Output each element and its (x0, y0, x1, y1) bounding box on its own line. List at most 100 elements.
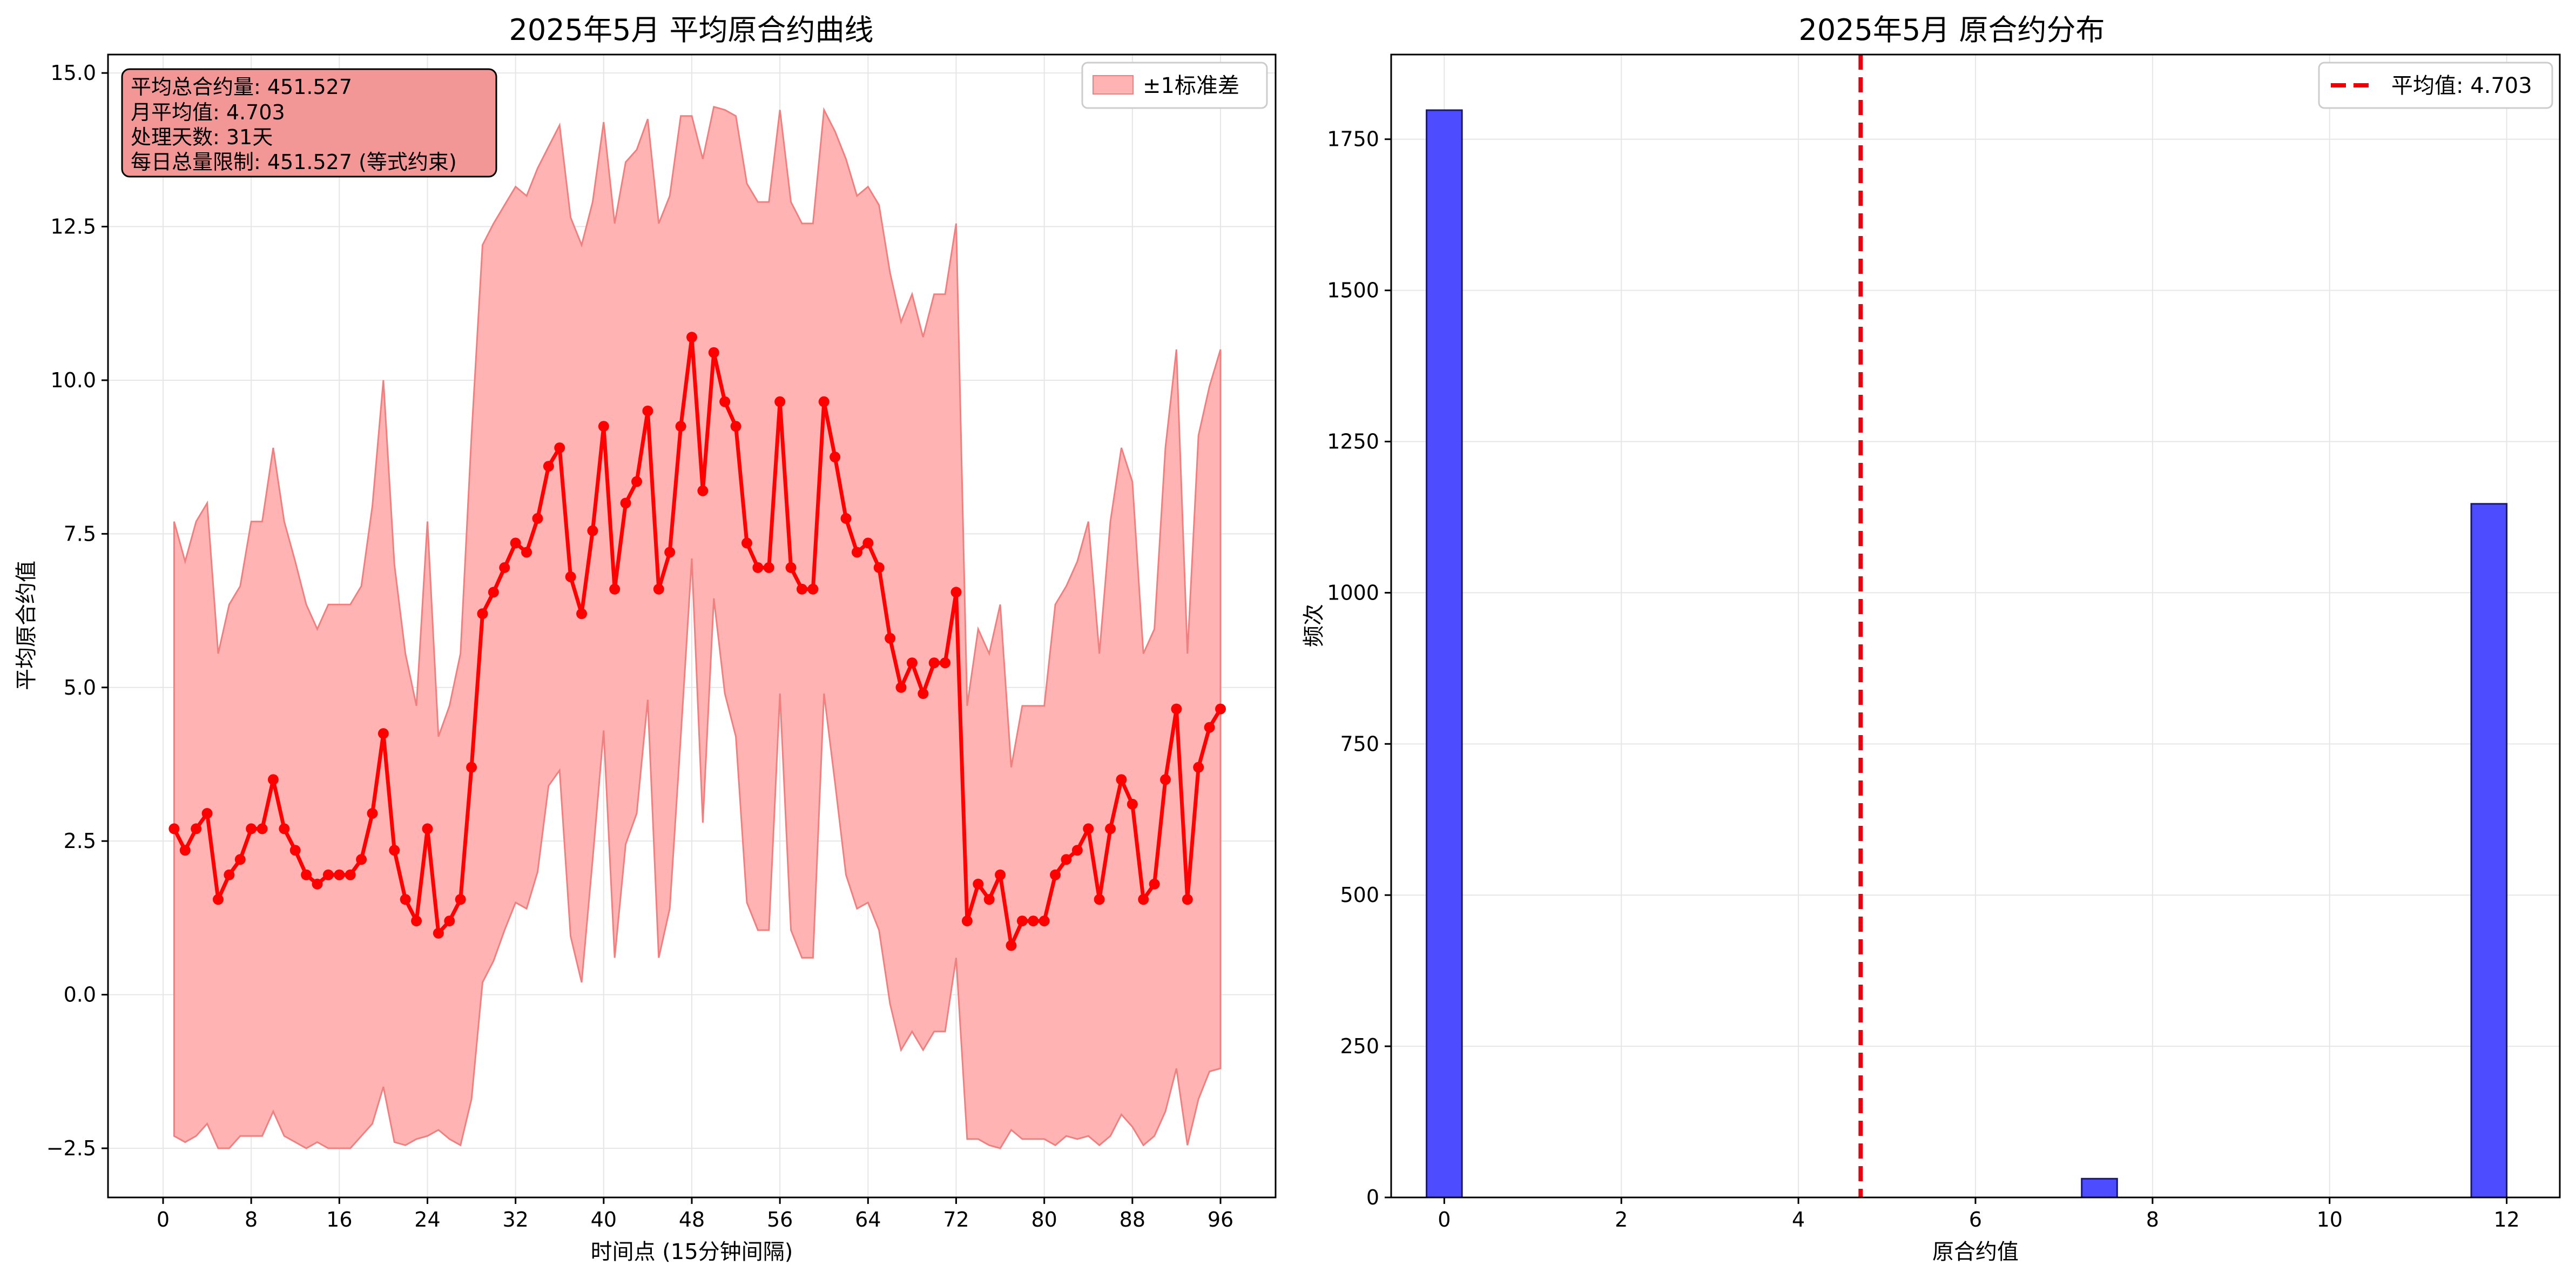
mean-point (752, 562, 764, 573)
x-tick-label: 4 (1792, 1208, 1805, 1231)
mean-point (1006, 940, 1017, 951)
y-tick-label: 10.0 (50, 368, 96, 392)
mean-point (267, 774, 279, 785)
mean-point (675, 421, 686, 432)
mean-point (631, 476, 643, 487)
y-tick-label: 1750 (1327, 127, 1379, 151)
mean-point (444, 916, 455, 927)
mean-point (763, 562, 774, 573)
line-chart-xlabel: 时间点 (15分钟间隔) (591, 1240, 793, 1264)
mean-point (201, 807, 213, 819)
mean-point (862, 537, 874, 549)
histogram-chart: 2025年5月 原合约分布 0 2 4 6 8 10 12 0 250 500 750 1000 12… (1302, 13, 2561, 1264)
y-tick-label: 12.5 (50, 215, 96, 239)
y-tick-label: 1250 (1327, 430, 1379, 454)
info-line-2: 月平均值: 4.703 (131, 100, 285, 124)
x-tick-label: 2 (1615, 1208, 1628, 1231)
mean-point (257, 823, 268, 834)
band-legend-swatch (1093, 75, 1134, 95)
mean-point (510, 537, 521, 549)
mean-point (697, 485, 709, 496)
histogram-bar (2470, 503, 2508, 1199)
x-tick-label: 24 (414, 1208, 440, 1231)
x-tick-label: 6 (1969, 1208, 1982, 1231)
mean-point (796, 583, 807, 595)
histogram-x-ticks: 0 2 4 6 8 10 12 (1438, 1197, 2520, 1231)
x-tick-label: 96 (1208, 1208, 1233, 1231)
mean-point (532, 513, 543, 524)
mean-point (885, 632, 896, 644)
mean-point (521, 547, 532, 558)
mean-point (1193, 762, 1204, 773)
mean-points (168, 332, 1226, 951)
mean-point (1094, 894, 1105, 905)
mean-point (191, 823, 202, 834)
mean-point (1061, 854, 1072, 865)
x-tick-label: 16 (326, 1208, 352, 1231)
y-tick-label: 15.0 (50, 61, 96, 85)
mean-point (785, 562, 797, 573)
mean-point (741, 537, 752, 549)
mean-point (576, 608, 588, 620)
mean-point (598, 421, 609, 432)
mean-point (719, 396, 731, 407)
mean-point (1127, 798, 1138, 810)
mean-point (377, 728, 389, 739)
mean-point (620, 497, 631, 509)
mean-point (477, 608, 488, 620)
mean-point (642, 405, 653, 416)
x-tick-label: 12 (2493, 1208, 2519, 1231)
x-tick-label: 32 (502, 1208, 528, 1231)
mean-point (587, 525, 598, 536)
x-tick-label: 56 (767, 1208, 793, 1231)
mean-point (1028, 916, 1039, 927)
mean-point (1149, 878, 1160, 890)
x-tick-label: 0 (1438, 1208, 1451, 1231)
mean-point (212, 894, 224, 905)
mean-point (818, 396, 830, 407)
y-tick-label: 0.0 (64, 983, 96, 1007)
mean-point (873, 562, 885, 573)
mean-point (961, 916, 973, 927)
mean-point (1215, 703, 1226, 715)
mean-point (400, 894, 411, 905)
line-chart: 2025年5月 平均原合约曲线 0 8 16 24 32 40 48 56 64 72 80 88 96… (14, 13, 1277, 1264)
mean-point (995, 869, 1006, 880)
x-tick-label: 0 (157, 1208, 170, 1231)
mean-point (455, 894, 466, 905)
mean-point (1050, 869, 1061, 880)
mean-point (422, 823, 433, 834)
mean-point (1083, 823, 1094, 834)
mean-point (807, 583, 819, 595)
mean-point (1160, 774, 1171, 785)
mean-point (840, 513, 852, 524)
mean-point (279, 823, 290, 834)
info-line-3: 处理天数: 31天 (131, 125, 273, 149)
histogram-bar (1426, 109, 1463, 1199)
mean-point (1116, 774, 1127, 785)
x-tick-label: 10 (2317, 1208, 2343, 1231)
mean-point (664, 547, 676, 558)
mean-point (168, 823, 180, 834)
x-tick-label: 48 (679, 1208, 705, 1231)
mean-point (906, 657, 918, 669)
mean-point (928, 657, 940, 669)
std-band (173, 105, 1222, 1149)
line-chart-legend: ±1标准差 (1081, 62, 1268, 109)
mean-point (895, 682, 907, 693)
mean-point (488, 587, 499, 598)
info-box: 平均总合约量: 451.527 月平均值: 4.703 处理天数: 31天 每日… (121, 68, 497, 178)
mean-point (774, 396, 786, 407)
x-tick-label: 40 (591, 1208, 617, 1231)
mean-point (983, 894, 995, 905)
mean-point (1105, 823, 1116, 834)
line-chart-title: 2025年5月 平均原合约曲线 (509, 13, 874, 47)
mean-point (433, 927, 444, 939)
line-chart-y-ticks: −2.5 0.0 2.5 5.0 7.5 10.0 12.5 15.0 (46, 61, 108, 1160)
mean-point (950, 587, 962, 598)
histogram-grid (1391, 55, 2560, 1198)
mean-point (466, 762, 477, 773)
info-box-background (121, 68, 497, 178)
mean-point (973, 878, 984, 890)
y-tick-label: 250 (1340, 1034, 1379, 1058)
